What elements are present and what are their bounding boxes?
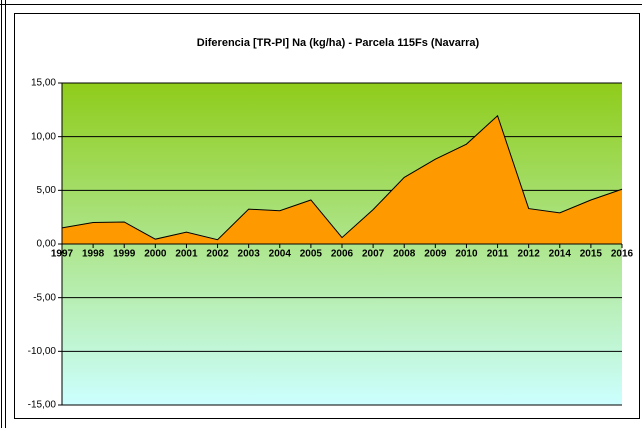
x-tick-label: 2009 [424, 249, 447, 260]
y-tick-label: -10,00 [28, 346, 57, 357]
x-tick-label: 1998 [82, 249, 105, 260]
x-tick-label: 2011 [487, 249, 509, 260]
x-tick-label: 2012 [518, 249, 541, 260]
y-tick-label: 15,00 [31, 78, 56, 89]
y-tick-label: 10,00 [31, 131, 56, 142]
x-tick-label: 2015 [580, 249, 603, 260]
y-tick-label: 0,00 [37, 239, 57, 250]
y-tick-label: -15,00 [28, 400, 57, 411]
x-tick-label: 2005 [300, 249, 323, 260]
x-tick-label: 2004 [269, 249, 292, 260]
x-tick-label: 1999 [113, 249, 136, 260]
x-tick-label: 2000 [144, 249, 167, 260]
y-tick-label: -5,00 [33, 292, 56, 303]
y-tick-label: 5,00 [37, 185, 57, 196]
x-tick-label: 2002 [206, 249, 229, 260]
x-tick-label: 2016 [611, 249, 634, 260]
x-tick-label: 2001 [175, 249, 198, 260]
x-tick-label: 2010 [455, 249, 478, 260]
x-tick-label: 2003 [238, 249, 261, 260]
area-outline [61, 114, 623, 241]
x-tick-label: 2006 [331, 249, 354, 260]
x-tick-label: 2007 [362, 249, 385, 260]
x-tick-label: 2008 [393, 249, 416, 260]
x-tick-label: 2014 [549, 249, 572, 260]
x-tick-label: 1997 [51, 249, 74, 260]
area [62, 115, 622, 244]
chart-title: Diferencia [TR-PI] Na (kg/ha) - Parcela … [197, 37, 480, 49]
